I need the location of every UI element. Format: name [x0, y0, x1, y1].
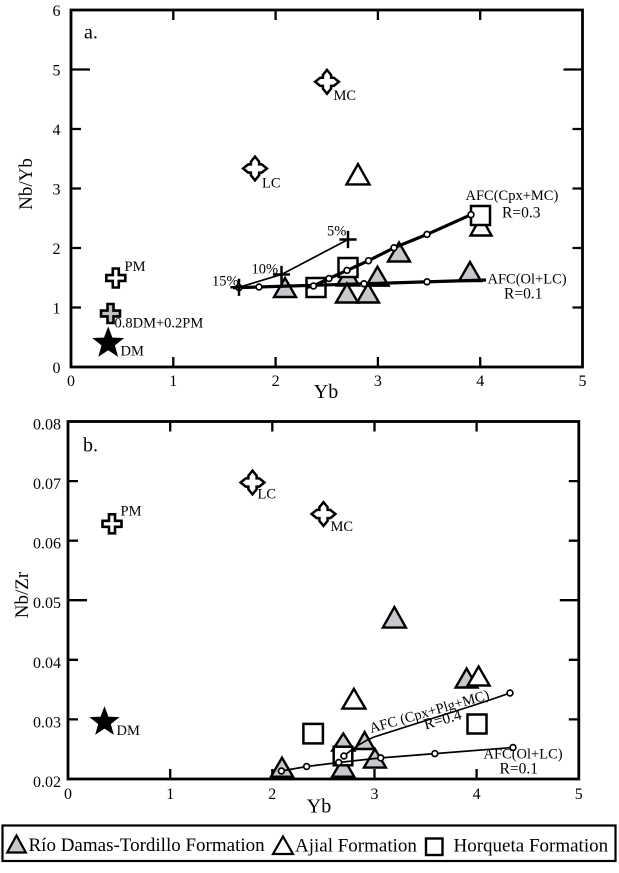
svg-text:LC: LC [258, 487, 277, 503]
svg-text:2: 2 [272, 373, 280, 390]
svg-text:0.07: 0.07 [33, 476, 61, 493]
svg-text:b.: b. [83, 435, 98, 457]
svg-text:Yb: Yb [307, 796, 331, 818]
svg-text:0.02: 0.02 [33, 774, 61, 791]
svg-text:0.06: 0.06 [33, 536, 61, 553]
svg-text:PM: PM [125, 259, 146, 275]
svg-text:PM: PM [121, 504, 142, 520]
svg-text:DM: DM [117, 723, 140, 739]
svg-text:4: 4 [53, 122, 61, 139]
svg-text:1: 1 [53, 301, 61, 318]
svg-text:1: 1 [166, 786, 174, 803]
svg-text:0: 0 [64, 786, 72, 803]
svg-text:3: 3 [53, 182, 61, 199]
svg-text:5: 5 [575, 786, 583, 803]
svg-text:0: 0 [67, 373, 75, 390]
svg-text:5%: 5% [327, 224, 346, 240]
svg-text:5: 5 [579, 373, 587, 390]
svg-text:0.04: 0.04 [33, 655, 61, 672]
svg-text:5: 5 [53, 63, 61, 80]
svg-text:2: 2 [268, 786, 276, 803]
svg-text:DM: DM [121, 344, 144, 360]
svg-text:MC: MC [334, 88, 357, 104]
svg-text:10%: 10% [252, 262, 279, 278]
svg-text:Nb/Yb: Nb/Yb [16, 158, 37, 210]
svg-text:R=0.1: R=0.1 [500, 761, 538, 778]
svg-text:a.: a. [84, 22, 98, 44]
svg-text:R=0.1: R=0.1 [504, 286, 542, 303]
svg-text:0.05: 0.05 [33, 595, 61, 612]
svg-text:Nb/Zr: Nb/Zr [12, 571, 33, 618]
svg-text:3: 3 [371, 786, 379, 803]
svg-text:4: 4 [473, 786, 481, 803]
svg-text:0: 0 [53, 360, 61, 377]
svg-text:0.08: 0.08 [33, 417, 61, 434]
svg-text:Ajial Formation: Ajial Formation [295, 836, 417, 857]
svg-text:AFC(Ol+LC): AFC(Ol+LC) [488, 272, 567, 288]
svg-text:AFC(Cpx+MC): AFC(Cpx+MC) [466, 188, 559, 204]
svg-text:0.03: 0.03 [33, 714, 61, 731]
svg-text:2: 2 [53, 241, 61, 258]
svg-text:MC: MC [331, 519, 354, 535]
svg-text:R=0.3: R=0.3 [502, 205, 541, 222]
svg-text:1: 1 [169, 373, 177, 390]
svg-text:0.8DM+0.2PM: 0.8DM+0.2PM [115, 316, 204, 332]
svg-text:AFC(Ol+LC): AFC(Ol+LC) [484, 747, 563, 763]
svg-text:3: 3 [374, 373, 382, 390]
svg-text:Río Damas-Tordillo Formation: Río Damas-Tordillo Formation [29, 835, 266, 856]
svg-text:4: 4 [476, 373, 484, 390]
svg-text:15%: 15% [212, 274, 239, 290]
svg-text:Horqueta Formation: Horqueta Formation [454, 836, 609, 857]
svg-text:6: 6 [53, 3, 61, 20]
svg-text:Yb: Yb [314, 381, 338, 403]
svg-text:LC: LC [262, 176, 281, 192]
